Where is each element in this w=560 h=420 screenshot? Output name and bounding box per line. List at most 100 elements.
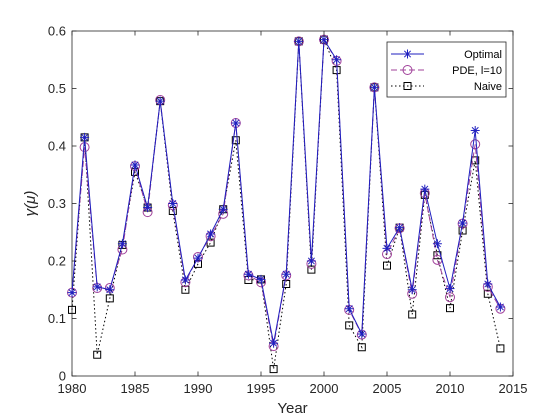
data-point-optimal	[306, 256, 316, 266]
data-point-optimal-stroke-3	[383, 244, 391, 252]
data-point-optimal-stroke-3	[156, 97, 164, 105]
data-point-naive	[345, 321, 354, 330]
data-point-optimal-stroke-3	[81, 133, 89, 141]
data-point-optimal-stroke-3	[181, 276, 189, 284]
data-point-optimal-stroke-3	[358, 330, 366, 338]
data-point-optimal-stroke-3	[194, 254, 202, 262]
data-point-optimal	[180, 275, 190, 285]
data-point-optimal-stroke-3	[144, 203, 152, 212]
data-point-optimal	[420, 184, 430, 194]
data-point-optimal-stroke-3	[219, 205, 227, 213]
data-point-optimal	[168, 199, 178, 208]
legend-marker-optimal-stroke-3	[403, 50, 412, 58]
x-tick-label: 2000	[310, 381, 339, 396]
data-point-optimal-stroke-3	[459, 219, 467, 227]
data-point-optimal-stroke-3	[471, 126, 479, 135]
y-axis-label: γ(μ)	[22, 191, 39, 217]
y-tick-label: 0.1	[48, 311, 66, 326]
data-point-optimal-stroke-3	[244, 270, 252, 278]
legend-marker-naive	[403, 82, 412, 90]
data-point-optimal	[243, 269, 253, 279]
data-point-optimal	[117, 239, 127, 249]
x-tick-label: 1985	[121, 381, 150, 396]
data-point-optimal-stroke-3	[93, 283, 101, 291]
series-layer	[67, 34, 506, 374]
data-point-optimal	[206, 229, 216, 239]
data-point-optimal	[407, 285, 417, 295]
data-point-naive	[383, 261, 391, 270]
data-point-optimal-stroke-3	[270, 339, 278, 347]
data-point-optimal-stroke-3	[131, 161, 139, 169]
legend: Optimal PDE, l=10 Naive	[386, 41, 507, 98]
data-point-optimal	[344, 304, 354, 314]
data-point-optimal	[218, 204, 228, 214]
data-point-optimal	[395, 223, 405, 233]
data-point-naive	[269, 365, 278, 374]
data-point-optimal-stroke-3	[320, 36, 328, 44]
data-point-optimal	[357, 329, 367, 339]
data-point-optimal	[445, 284, 455, 294]
data-point-optimal	[432, 239, 442, 249]
data-point-optimal-stroke-3	[496, 303, 504, 311]
legend-label-pde-l-10: PDE, l=10	[452, 65, 502, 77]
data-point-optimal	[269, 338, 279, 348]
data-point-naive	[408, 310, 417, 319]
legend-label-optimal: Optimal	[464, 49, 502, 61]
y-tick-label: 0	[59, 369, 66, 384]
data-point-optimal-stroke-3	[169, 199, 177, 208]
data-point-naive	[93, 350, 102, 359]
x-tick-label: 1980	[58, 381, 87, 396]
x-tick-label: 1990	[184, 381, 213, 396]
data-point-optimal-stroke-3	[68, 289, 76, 297]
data-point-optimal	[105, 285, 115, 295]
legend-label-naive: Naive	[474, 81, 502, 93]
y-tick-label: 0.2	[48, 254, 66, 269]
data-point-optimal	[483, 279, 493, 289]
data-point-optimal-stroke-3	[207, 230, 215, 238]
data-point-naive	[471, 156, 480, 165]
data-point-optimal-stroke-3	[484, 280, 492, 288]
data-point-optimal	[369, 82, 379, 92]
data-point-optimal-stroke-3	[408, 286, 416, 294]
x-tick-label: 1995	[247, 381, 276, 396]
x-tick-label: 2005	[373, 381, 402, 396]
data-point-optimal	[155, 96, 165, 106]
x-tick-label: 2010	[436, 381, 465, 396]
series-markers-optimal	[67, 35, 505, 348]
data-point-optimal-stroke-3	[307, 257, 315, 265]
y-tick-label: 0.3	[48, 196, 66, 211]
data-point-optimal	[67, 288, 77, 298]
data-point-optimal	[256, 274, 266, 284]
y-tick-label: 0.5	[48, 81, 66, 96]
data-point-optimal-stroke-3	[232, 119, 240, 127]
data-point-optimal-stroke-3	[118, 240, 126, 248]
legend-marker-optimal	[403, 49, 412, 59]
x-tick-label: 2015	[499, 381, 528, 396]
x-axis-label: Year	[277, 400, 307, 417]
data-point-optimal-stroke-3	[433, 240, 441, 248]
data-point-optimal-stroke-3	[333, 56, 341, 64]
data-point-optimal-stroke-3	[257, 275, 265, 283]
data-point-optimal	[382, 243, 392, 253]
data-point-optimal-stroke-3	[345, 305, 353, 313]
data-point-optimal	[130, 160, 140, 170]
data-point-naive	[181, 285, 190, 294]
data-point-optimal-stroke-3	[421, 185, 429, 193]
data-point-naive	[496, 344, 505, 353]
data-point-naive	[68, 305, 76, 314]
data-point-naive	[357, 343, 366, 352]
data-point-optimal-stroke-3	[106, 286, 114, 294]
data-point-optimal	[319, 35, 329, 45]
data-point-optimal-stroke-3	[370, 83, 378, 91]
y-tick-label: 0.6	[48, 24, 66, 39]
data-point-optimal	[470, 125, 480, 135]
data-point-optimal	[193, 253, 203, 263]
data-point-naive	[231, 136, 240, 145]
data-point-optimal-stroke-3	[396, 224, 404, 232]
data-point-optimal	[495, 302, 505, 312]
data-point-naive	[282, 280, 291, 288]
data-point-optimal	[281, 269, 291, 279]
data-point-optimal	[231, 118, 241, 128]
data-point-optimal	[332, 55, 342, 65]
